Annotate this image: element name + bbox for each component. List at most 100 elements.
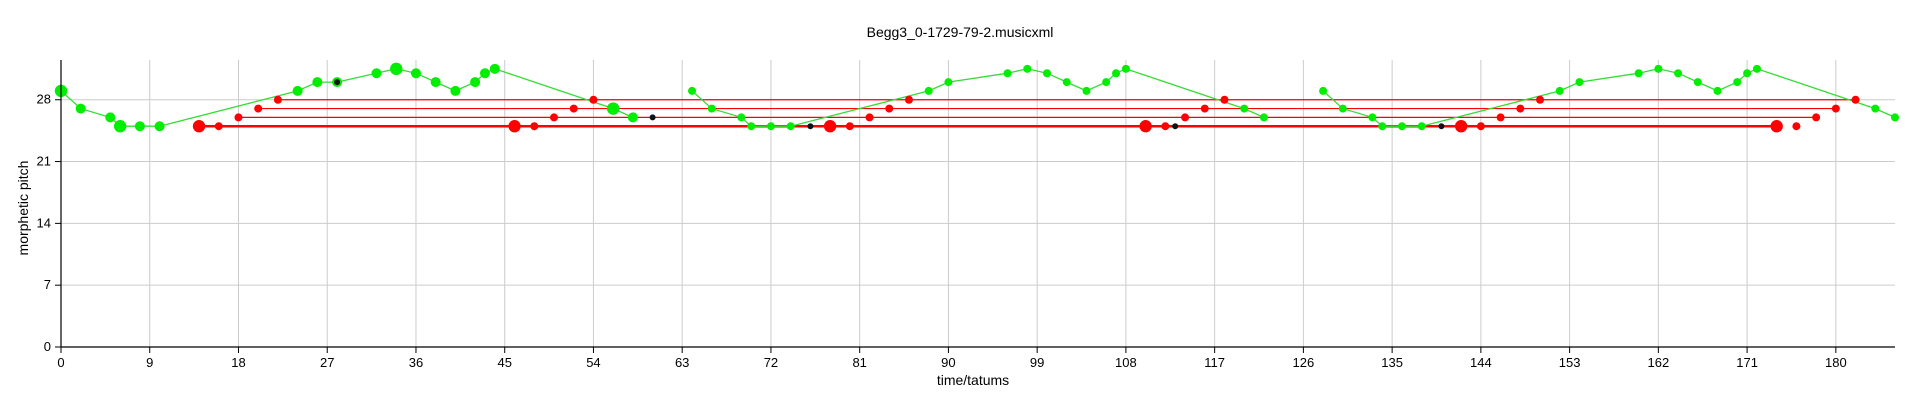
- melody-point: [1240, 104, 1249, 113]
- x-tick-label: 9: [146, 355, 153, 370]
- melody-point: [390, 62, 403, 76]
- pattern-point: [885, 104, 894, 113]
- melody-point: [470, 77, 481, 88]
- pattern-point: [1139, 120, 1152, 133]
- x-tick-label: 18: [231, 355, 245, 370]
- melody-point: [410, 68, 421, 79]
- x-tick-label: 180: [1825, 355, 1847, 370]
- melody-point: [1003, 69, 1012, 78]
- pattern-point: [192, 120, 206, 133]
- x-tick-label: 36: [409, 355, 423, 370]
- pattern-point: [823, 120, 837, 133]
- melody-point: [1397, 122, 1406, 131]
- pattern-point: [1181, 113, 1190, 122]
- pattern-point: [904, 95, 913, 104]
- x-tick-label: 81: [852, 355, 866, 370]
- melody-point: [944, 78, 953, 87]
- x-tick-label: 27: [320, 355, 334, 370]
- x-tick-label: 153: [1559, 355, 1581, 370]
- pattern-point: [1851, 95, 1860, 104]
- melody-point: [430, 77, 441, 88]
- melody-point: [105, 112, 116, 123]
- melody-point: [1378, 122, 1387, 131]
- pattern-point: [589, 95, 598, 104]
- pattern-point: [865, 113, 874, 122]
- x-tick-label: 126: [1293, 355, 1315, 370]
- x-tick-label: 72: [764, 355, 778, 370]
- melody-point: [1023, 64, 1032, 73]
- pattern-point: [273, 95, 282, 104]
- melody-point: [1082, 86, 1091, 95]
- melody-point: [1112, 69, 1121, 78]
- x-tick-label: 54: [586, 355, 600, 370]
- marker-point: [649, 114, 656, 121]
- melody-point: [707, 104, 716, 113]
- pattern-point: [1220, 95, 1229, 104]
- y-axis-label: morphetic pitch: [15, 161, 31, 256]
- melody-point: [1417, 122, 1426, 131]
- pattern-point: [1476, 122, 1485, 131]
- y-tick-label: 14: [37, 215, 51, 230]
- melody-point: [1713, 86, 1722, 95]
- pattern-point: [508, 120, 521, 133]
- x-tick-label: 135: [1381, 355, 1403, 370]
- melody-point: [1368, 113, 1377, 122]
- melody-point: [688, 86, 697, 95]
- axes: [60, 60, 1895, 348]
- pattern-point: [1536, 95, 1545, 104]
- melody-point: [371, 68, 382, 79]
- melody-point: [479, 68, 490, 79]
- x-tick-label: 90: [941, 355, 955, 370]
- melody-points: [54, 62, 1899, 133]
- x-tick-label: 144: [1470, 355, 1492, 370]
- x-tick-label: 45: [497, 355, 511, 370]
- y-tick-label: 0: [44, 339, 51, 354]
- pattern-point: [1454, 120, 1468, 133]
- pattern-point: [1496, 113, 1505, 122]
- pattern-point: [1516, 104, 1525, 113]
- melody-point: [1121, 64, 1130, 73]
- y-axis-ticks: 0 7 14 21 28: [37, 92, 61, 354]
- melody-point: [1733, 78, 1742, 87]
- melody-point: [1634, 69, 1643, 78]
- x-axis-ticks: 0 9 18 27 36 45 54 63 72 81 90 99 108 117 126 135 144 153…: [57, 347, 1847, 370]
- melody-point: [1575, 78, 1584, 87]
- marker-points: [334, 79, 1445, 130]
- melody-point: [1043, 69, 1052, 78]
- pattern-point: [214, 122, 223, 131]
- melody-point: [1654, 64, 1663, 73]
- melody-point: [1338, 104, 1347, 113]
- melody-point: [312, 77, 323, 88]
- pattern-point: [1831, 104, 1840, 113]
- grid: [60, 60, 1895, 348]
- pattern-point: [530, 122, 539, 131]
- marker-point: [807, 123, 814, 130]
- melody-point: [786, 122, 795, 131]
- pattern-point: [1161, 122, 1170, 131]
- melody-point: [1319, 86, 1328, 95]
- x-tick-label: 117: [1204, 355, 1225, 370]
- melody-point: [450, 85, 461, 96]
- melody-point: [1693, 78, 1702, 87]
- y-tick-label: 7: [44, 277, 51, 292]
- x-tick-label: 99: [1030, 355, 1044, 370]
- melody-point: [766, 122, 775, 131]
- x-axis-label: time/tatums: [937, 372, 1009, 388]
- melody-point: [292, 85, 303, 96]
- melody-point: [1871, 104, 1880, 113]
- y-tick-label: 21: [37, 154, 51, 169]
- melody-point: [489, 63, 500, 74]
- melody-point: [1062, 78, 1071, 87]
- melody-point: [747, 122, 756, 131]
- melody-point: [1752, 64, 1761, 73]
- melody-point: [113, 120, 127, 133]
- pattern-point: [1770, 120, 1783, 133]
- x-tick-label: 171: [1736, 355, 1758, 370]
- pattern-point: [1200, 104, 1209, 113]
- melody-point: [1259, 113, 1268, 122]
- melody-point: [154, 121, 165, 132]
- pattern-point: [550, 113, 559, 122]
- x-tick-label: 63: [675, 355, 689, 370]
- pattern-point: [569, 104, 578, 113]
